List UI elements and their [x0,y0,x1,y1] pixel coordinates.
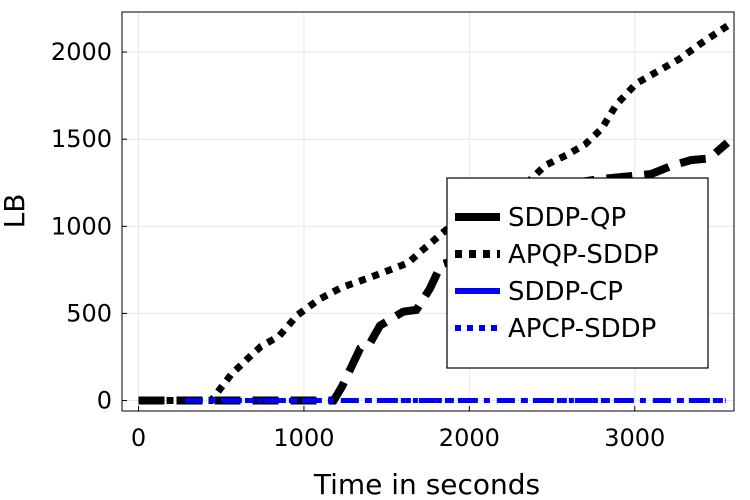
legend-box [446,177,709,369]
plot-area-frame [121,11,735,412]
y-tick-label: 1500 [51,125,112,153]
y-tick-label: 2000 [51,38,112,66]
y-tick-label: 0 [97,387,112,415]
series-line-apqp-sddp [138,22,730,404]
plot-series [138,22,731,405]
legend-label: APCP-SDDP [508,314,656,344]
x-tick-label: 1000 [273,424,334,452]
legend-label: SDDP-QP [508,203,626,233]
legend-label: SDDP-CP [508,277,623,307]
y-tick-label: 500 [66,299,112,327]
y-tick-label: 1000 [51,212,112,240]
x-tick-label: 0 [131,424,146,452]
x-axis-label: Time in seconds [313,468,540,500]
y-axis-label: LB [0,194,31,229]
x-axis-ticks: 0 1000 2000 3000 [131,406,665,452]
legend-label: APQP-SDDP [508,240,659,270]
y-axis-ticks: 0 500 1000 1500 2000 [51,38,127,415]
legend: SDDP-QP APQP-SDDP SDDP-CP APCP-SDDP [446,177,709,369]
series-line-sddp-qp [138,139,731,405]
x-tick-label: 3000 [604,424,665,452]
x-tick-label: 2000 [439,424,500,452]
